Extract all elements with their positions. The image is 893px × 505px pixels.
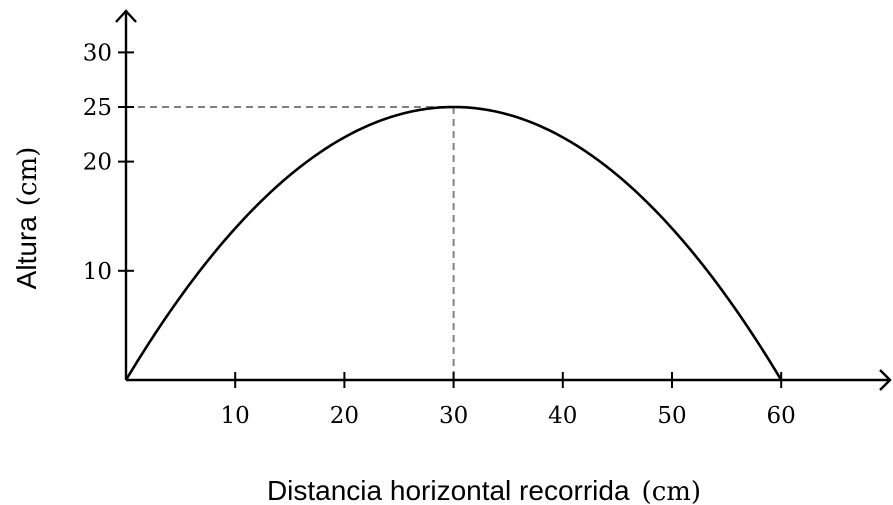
trajectory-curve xyxy=(124,105,783,381)
x-axis-label-text: Distancia horizontal recorrida xyxy=(267,475,630,505)
x-tick-label: 20 xyxy=(330,403,359,429)
x-tick-label: 10 xyxy=(221,403,250,429)
y-axis-label-unit: (cm) xyxy=(13,147,43,207)
series-layer xyxy=(124,105,783,381)
y-tick-label: 10 xyxy=(83,259,112,285)
y-axis-label: Altura (cm) xyxy=(11,147,43,290)
y-tick-label: 20 xyxy=(83,150,112,176)
x-axis-arrow xyxy=(879,369,892,391)
vertex-guides xyxy=(126,106,455,380)
axes xyxy=(115,9,892,391)
x-axis-label: Distancia horizontal recorrida (cm) xyxy=(267,475,701,505)
x-axis-label-unit: (cm) xyxy=(642,477,702,505)
ticks: 10 20 30 40 50 60 10 20 25 30 xyxy=(83,40,796,429)
x-tick-label: 30 xyxy=(439,403,468,429)
y-axis-arrow xyxy=(115,9,137,23)
y-tick-label: 30 xyxy=(83,40,112,66)
x-tick-label: 40 xyxy=(548,403,577,429)
x-tick-label: 60 xyxy=(767,403,796,429)
y-axis-label-text: Altura xyxy=(11,216,42,290)
y-tick-label: 25 xyxy=(83,95,112,121)
x-tick-label: 50 xyxy=(657,403,686,429)
